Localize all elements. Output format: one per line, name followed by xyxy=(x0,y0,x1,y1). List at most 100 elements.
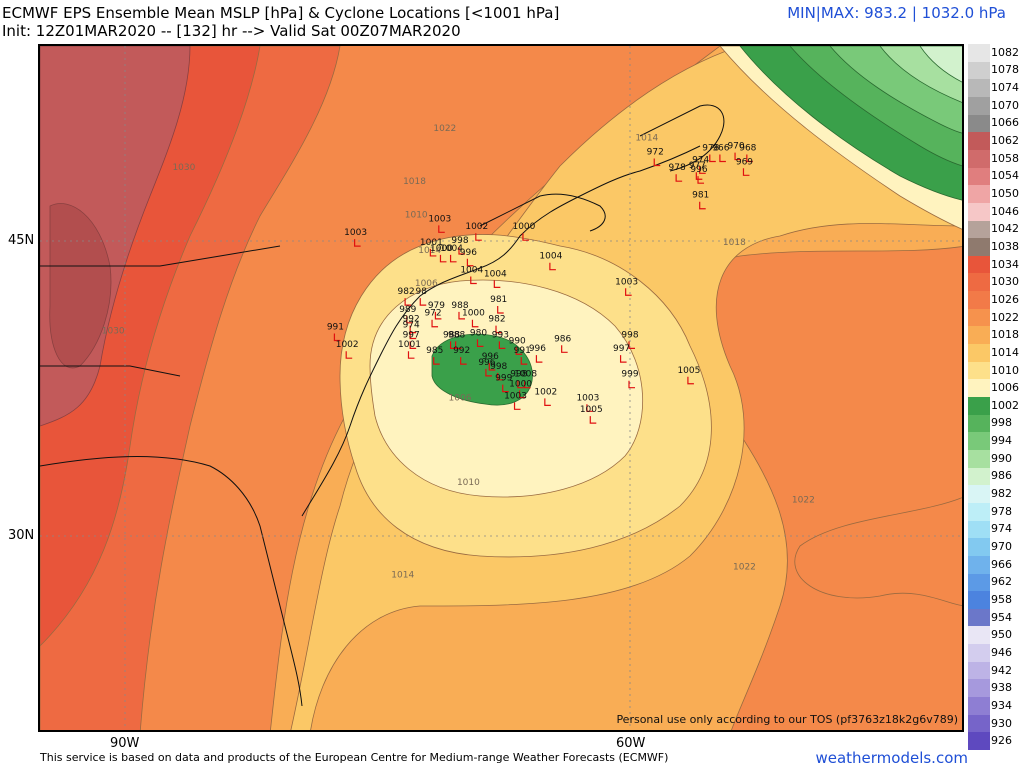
colorbar-cell xyxy=(968,185,990,204)
low-marker-icon xyxy=(522,233,529,241)
cyclone-pressure-label: 982 xyxy=(488,315,505,325)
colorbar-label: 926 xyxy=(991,734,1012,748)
field-ne-982 xyxy=(919,46,962,83)
low-marker-icon xyxy=(495,325,503,334)
low-marker-icon xyxy=(549,262,556,271)
cyclone-pressure-label: 999 xyxy=(495,374,512,384)
low-marker-icon xyxy=(589,416,597,424)
low-marker-icon xyxy=(476,339,484,347)
low-marker-icon xyxy=(458,311,465,320)
colorbar-label: 1050 xyxy=(991,187,1019,201)
colorbar-cell xyxy=(968,697,990,716)
low-marker-icon xyxy=(586,404,593,412)
low-marker-icon xyxy=(345,351,353,359)
colorbar-cell xyxy=(968,449,990,469)
colorbar-cell xyxy=(968,661,990,680)
cyclone-pressure-label: 977 xyxy=(689,161,706,171)
low-marker-icon xyxy=(498,341,506,349)
colorbar-label: 1070 xyxy=(991,98,1019,112)
colorbar-label: 1046 xyxy=(991,204,1019,218)
cyclone-pressure-label: 979 xyxy=(428,301,445,311)
cyclone-pressure-label: 1001 xyxy=(420,238,443,248)
colorbar-label: 958 xyxy=(991,592,1012,606)
cyclone-pressure-label: 1008 xyxy=(514,370,537,380)
field-1022-east xyxy=(794,497,962,606)
colorbar-label: 974 xyxy=(991,522,1012,536)
colorbar-label: 990 xyxy=(991,451,1012,465)
low-marker-icon xyxy=(419,298,427,306)
field-1002-core xyxy=(431,333,533,406)
low-marker-icon xyxy=(709,154,716,163)
cyclone-pressure-label: 978 xyxy=(702,144,719,154)
lat-label-30n: 30N xyxy=(8,528,35,543)
cyclone-pressure-label: 985 xyxy=(426,346,443,356)
low-marker-icon xyxy=(742,168,750,176)
colorbar-cell xyxy=(968,397,990,416)
low-marker-icon xyxy=(734,152,742,161)
isobar-label: 1022 xyxy=(792,496,815,506)
colorbar-cell xyxy=(968,79,990,98)
colorbar-cell xyxy=(968,626,990,645)
low-marker-icon xyxy=(695,172,703,180)
cyclone-pressure-label: 972 xyxy=(424,309,441,319)
colorbar-cell xyxy=(968,220,990,239)
colorbar-cell xyxy=(968,238,990,257)
cyclone-pressure-label: 969 xyxy=(736,157,753,167)
cyclone-pressure-label: 996 xyxy=(690,165,707,175)
cyclone-pressure-label: 974 xyxy=(692,155,709,165)
low-marker-icon xyxy=(520,357,528,365)
cyclone-pressure-label: 1001 xyxy=(398,340,421,350)
colorbar-label: 1022 xyxy=(991,310,1019,324)
low-marker-icon xyxy=(409,331,417,340)
colorbar-cell xyxy=(968,255,990,274)
colorbar-label: 1034 xyxy=(991,257,1019,271)
low-marker-icon xyxy=(407,351,415,359)
cyclone-pressure-label: 988 xyxy=(451,301,468,311)
low-marker-icon xyxy=(699,166,706,174)
colorbar-cell xyxy=(968,96,990,116)
coastlines xyxy=(40,104,725,707)
colorbar-cell xyxy=(968,308,990,327)
low-marker-icon xyxy=(431,319,439,328)
cyclone-pressure-label: 1000 xyxy=(462,309,485,319)
cyclone-pressure-label: 998 xyxy=(451,236,468,246)
cyclone-pressure-label: 998 xyxy=(510,370,527,380)
low-marker-icon xyxy=(470,276,477,285)
colorbar-cell xyxy=(968,714,990,733)
low-marker-icon xyxy=(466,258,474,267)
colorbar-cell xyxy=(968,414,990,433)
cyclone-pressure-label: 1003 xyxy=(615,277,638,287)
isobar-label: 1006 xyxy=(449,393,472,403)
low-marker-icon xyxy=(458,246,465,255)
low-marker-icon xyxy=(471,319,479,328)
low-marker-icon xyxy=(517,380,524,389)
cyclone-pressure-label: 993 xyxy=(492,330,509,340)
low-marker-icon xyxy=(475,233,482,241)
colorbar-cell xyxy=(968,538,990,557)
cyclone-pressure-label: 1004 xyxy=(539,252,562,262)
cyclone-pressure-label: 1002 xyxy=(336,340,359,350)
low-marker-icon xyxy=(493,280,501,288)
cyclone-pressure-label: 981 xyxy=(692,191,709,201)
isobar-label: 1018 xyxy=(403,177,426,187)
colorbar-cell xyxy=(968,326,990,345)
low-marker-icon xyxy=(434,311,442,320)
cyclone-pressure-label: 1002 xyxy=(534,387,557,397)
cyclone-pressure-label: 98 xyxy=(416,287,428,297)
low-marker-icon xyxy=(404,298,412,306)
cyclone-pressure-label: 986 xyxy=(554,334,571,344)
low-marker-icon xyxy=(699,201,706,210)
colorbar-cell xyxy=(968,291,990,310)
colorbar-cell xyxy=(968,644,990,663)
brand-link[interactable]: weathermodels.com xyxy=(815,749,968,767)
low-marker-icon xyxy=(354,239,361,247)
colorbar-cell xyxy=(968,520,990,539)
cyclone-pressure-label: 991 xyxy=(514,346,531,356)
colorbar-label: 970 xyxy=(991,540,1012,554)
colorbar-cell xyxy=(968,44,990,63)
colorbar-cell xyxy=(968,114,990,133)
cyclone-pressure-label: 996 xyxy=(529,344,546,354)
low-marker-icon xyxy=(515,347,523,355)
low-marker-icon xyxy=(502,384,509,393)
low-marker-icon xyxy=(409,341,417,349)
